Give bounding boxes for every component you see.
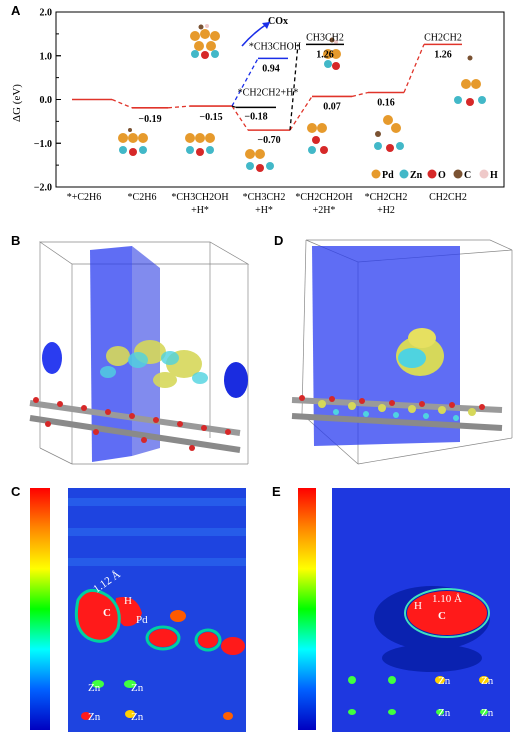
atom-label-zn-e4: Zn [481,707,494,719]
connector-blue [231,58,259,107]
value-label: 0.16 [377,98,395,109]
x-tick-label: +2H* [313,205,336,216]
legend-label: C [464,170,471,181]
x-tick-label: +H2 [377,205,395,216]
cox-label: COx [268,16,288,27]
atom-label-zn-c2: Zn [131,682,144,694]
connector-red [231,105,249,131]
legend-label: O [438,170,446,181]
atom-label-pd-c: Pd [136,614,148,626]
legend-label: Pd [382,170,394,181]
x-tick-label: *+C2H6 [67,192,102,203]
atom-label-h-e: H [414,600,422,612]
y-axis-label: ΔG (eV) [11,84,23,122]
connector-red [111,98,133,109]
panel-label-c: C [11,484,21,499]
panel-d-charge-density [291,239,513,465]
species-label: CH3CH2 [306,32,344,43]
atom-label-zn-c3: Zn [88,711,101,723]
panel-e-elf-map [332,488,510,732]
x-tick-label: *CH2CH2OH [295,192,352,203]
value-label: −0.18 [244,111,267,122]
connector-black [289,44,299,131]
x-tick-label: *CH2CH2 [365,192,408,203]
panel-e-colorbar [298,488,316,730]
value-label: 1.26 [316,49,334,60]
atom-label-zn-e3: Zn [438,707,451,719]
x-tick-label: +H* [191,205,209,216]
atom-label-zn-c4: Zn [131,711,144,723]
x-tick-label: *CH3CH2OH [171,192,228,203]
species-label: CH2CH2 [424,32,462,43]
atom-label-zn-e1: Zn [438,675,451,687]
energy-diagram: 2.0 1.0 0.0 −1.0 −2.0 ΔG (eV) −0.19 −0.15 −0.7… [11,8,505,216]
connector-red [351,91,369,98]
value-label: −0.19 [138,114,161,125]
panel-label-e: E [272,484,281,499]
legend-marker [399,169,409,179]
species-label: *CH2CH2+H* [238,87,299,98]
structure-thumbnails [118,22,486,172]
connector-red [167,105,191,109]
panel-c-elf-map [68,488,246,732]
atom-label-zn-c1: Zn [88,682,101,694]
panel-c-colorbar [30,488,50,730]
legend-marker [479,169,489,179]
value-label: −0.15 [199,112,222,123]
panel-label-b: B [11,233,21,248]
panel-label-a: A [11,3,21,18]
value-label: −0.70 [257,135,280,146]
x-tick-label: *C2H6 [128,192,157,203]
x-tick-label: CH2CH2 [429,192,467,203]
legend-marker [371,169,381,179]
atom-label-h-c: H [124,595,132,607]
bond-length-label-e: 1.10 Å [432,593,462,605]
y-tick-label: −1.0 [34,139,52,150]
value-label: 0.07 [323,101,341,112]
atom-label-c-c: C [103,607,111,619]
y-tick-label: 2.0 [40,8,53,19]
species-label: *CH3CHOH [249,41,301,52]
connector-red [403,44,425,93]
x-tick-label: +H* [255,205,273,216]
atom-label-zn-e2: Zn [481,675,494,687]
connector-black [231,105,237,108]
panel-b-charge-density [29,241,250,465]
legend-marker [427,169,437,179]
legend-marker [453,169,463,179]
x-tick-label: *CH3CH2 [243,192,286,203]
value-label: 1.26 [434,49,452,60]
y-tick-label: 0.0 [40,95,53,106]
legend-label: H [490,170,498,181]
atom-label-c-e: C [438,610,446,622]
y-tick-label: 1.0 [40,51,53,62]
cox-arrow-head [262,22,270,29]
panel-label-d: D [274,233,284,248]
y-tick-label: −2.0 [34,183,52,194]
legend-label: Zn [410,170,423,181]
value-label: 0.94 [262,63,280,74]
